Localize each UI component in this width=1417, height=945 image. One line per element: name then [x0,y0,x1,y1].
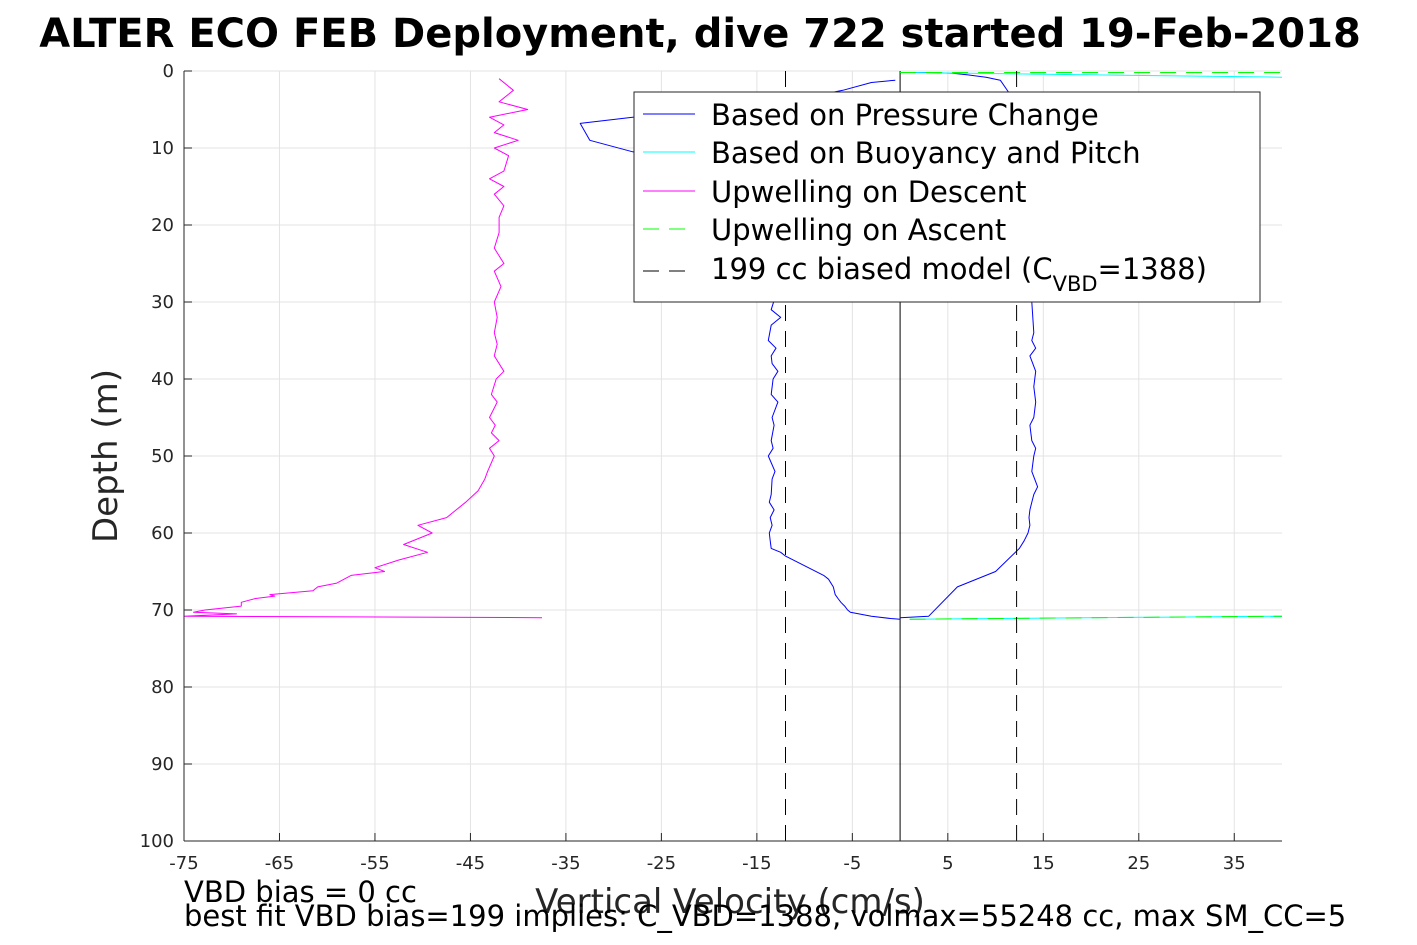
x-tick-label: -65 [265,853,294,874]
series-line-upwelling-descent [183,78,543,619]
y-tick-label: 20 [151,215,174,236]
best-fit-note: best fit VBD bias=199 implies: C_VBD=138… [184,899,1346,933]
x-tick-label: 5 [942,853,953,874]
x-tick-label: -15 [742,853,771,874]
y-tick-label: 0 [163,61,174,82]
series-line-upwelling-ascent-bottom [909,615,1283,620]
y-tick-label: 70 [151,600,174,621]
legend-model-suffix: =1388) [1098,252,1207,286]
vbd-bias-note: VBD bias = 0 cc [184,875,417,909]
y-tick-label: 90 [151,754,174,775]
y-tick-label: 10 [151,138,174,159]
y-axis-ticks: 0 10 20 30 40 50 60 70 80 90 100 [140,61,192,852]
x-tick-label: 15 [1032,853,1055,874]
x-tick-label: -25 [647,853,676,874]
legend-label-biased-model: 199 cc biased model (CVBD=1388) [711,252,1207,296]
y-tick-label: 80 [151,677,174,698]
y-tick-label: 50 [151,446,174,467]
y-tick-label: 60 [151,523,174,544]
y-tick-label: 40 [151,369,174,390]
chart-title: ALTER ECO FEB Deployment, dive 722 start… [39,11,1361,57]
x-tick-label: -45 [456,853,485,874]
y-tick-label: 100 [140,831,174,852]
x-tick-label: -75 [169,853,198,874]
y-axis-label: Depth (m) [86,369,126,543]
x-axis-label: Vertical Velocity (cm/s) [535,882,925,922]
legend-label-upwelling-ascent: Upwelling on Ascent [711,213,1006,247]
x-tick-label: 35 [1223,853,1246,874]
legend-model-subscript: VBD [1053,272,1098,296]
legend-label-upwelling-descent: Upwelling on Descent [711,175,1027,209]
x-tick-label: 25 [1127,853,1150,874]
legend-model-prefix: 199 cc biased model (C [711,252,1053,286]
legend: Based on Pressure Change Based on Buoyan… [633,91,1261,303]
x-tick-label: -35 [551,853,580,874]
x-axis-ticks: -75 -65 -55 -45 -35 -25 -15 -5 5 15 25 35 [169,833,1246,874]
legend-label-pressure: Based on Pressure Change [711,98,1099,132]
x-tick-label: -5 [843,853,861,874]
legend-label-buoyancy: Based on Buoyancy and Pitch [711,136,1141,170]
y-tick-label: 30 [151,292,174,313]
legend-box [633,91,1261,303]
x-tick-label: -55 [360,853,389,874]
